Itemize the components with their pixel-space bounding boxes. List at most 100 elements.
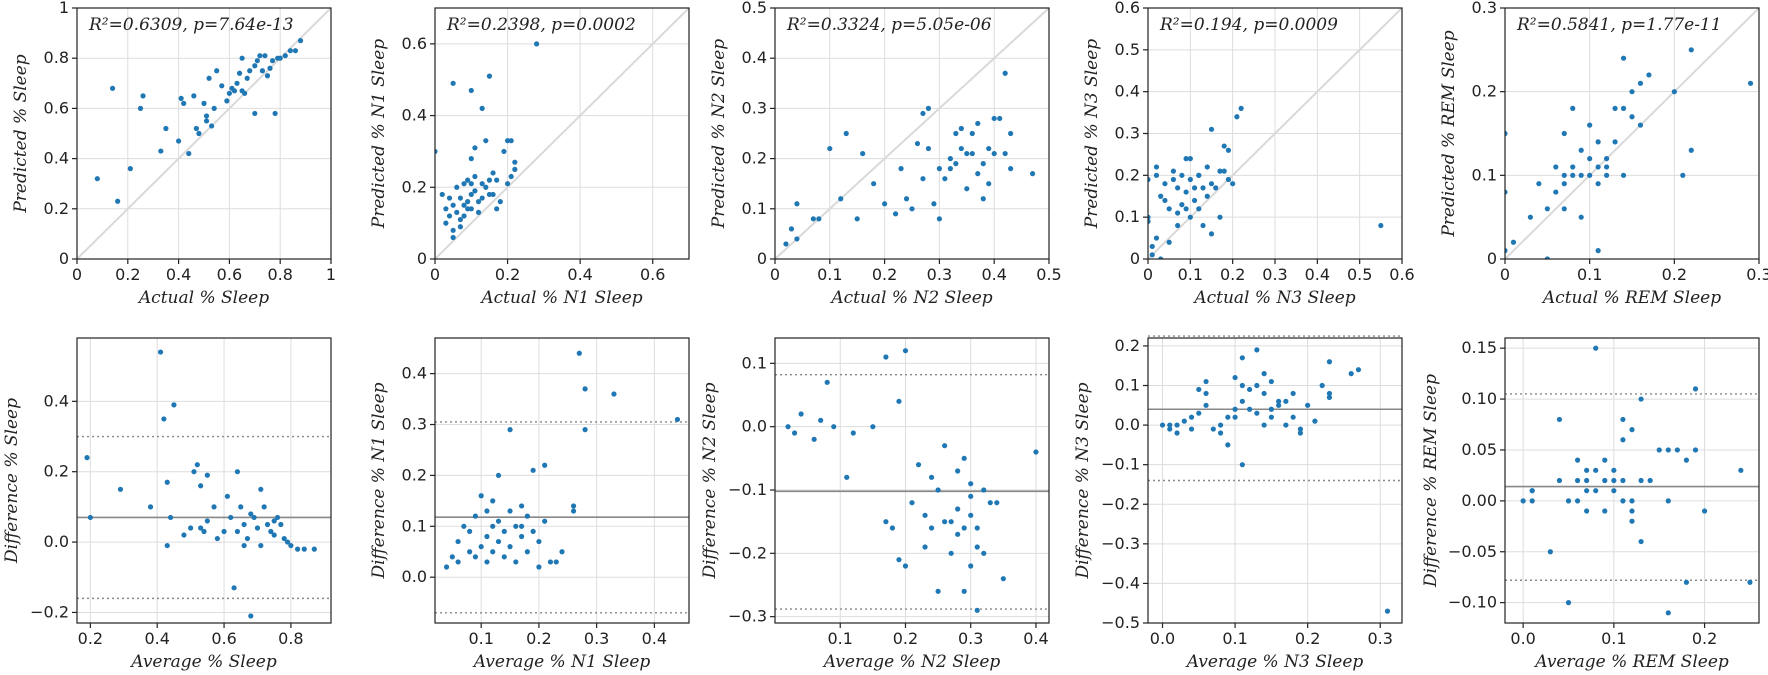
panel-3: 0 0.1 0.2 0.3 0.4 0.5 0 0.1 0.2 0.3 0.4 0.5 Actual %…: [709, 0, 1062, 308]
data-point: [271, 518, 277, 524]
data-point: [1593, 345, 1599, 351]
data-point: [1175, 210, 1181, 216]
data-point: [922, 512, 928, 518]
data-point: [495, 538, 502, 545]
data-point: [1553, 164, 1559, 170]
data-point: [513, 523, 519, 529]
data-point: [219, 83, 225, 89]
data-point: [948, 550, 954, 556]
data-point: [948, 519, 954, 525]
x-tick-label: 0.3: [927, 265, 952, 284]
data-point: [196, 130, 202, 137]
data-point: [193, 125, 199, 132]
data-point: [1234, 114, 1240, 120]
data-point: [297, 38, 304, 44]
data-point: [468, 206, 474, 212]
y-tick-label: 0.0: [44, 532, 69, 551]
data-point: [928, 525, 935, 531]
data-point: [1574, 457, 1581, 463]
data-point: [961, 455, 967, 461]
y-tick-label: 0: [417, 249, 427, 268]
data-point: [1747, 80, 1754, 86]
data-point: [258, 486, 264, 492]
data-point: [928, 474, 935, 480]
data-point: [1612, 139, 1618, 145]
y-tick-label: 0.00: [1461, 491, 1497, 510]
data-point: [198, 525, 204, 531]
data-point: [501, 528, 507, 534]
data-point: [1629, 518, 1635, 524]
data-point: [794, 236, 800, 242]
data-point: [1544, 256, 1550, 259]
data-point: [1290, 390, 1296, 397]
data-point: [942, 443, 948, 449]
data-point: [261, 504, 267, 510]
data-point: [203, 113, 210, 119]
data-point: [922, 544, 928, 550]
x-tick-label: 0.2: [115, 265, 140, 284]
y-tick-label: 0.4: [742, 48, 767, 67]
x-tick-label: 0.8: [267, 265, 292, 284]
data-point: [920, 110, 926, 117]
data-point: [991, 150, 997, 157]
data-point: [1620, 55, 1627, 61]
y-tick-label: −0.3: [1101, 534, 1140, 553]
data-point: [524, 513, 530, 519]
y-tick-label: 0.3: [742, 98, 767, 117]
data-point: [1305, 402, 1311, 408]
y-tick-label: 0.1: [742, 199, 767, 218]
data-point: [1620, 437, 1626, 443]
data-point: [1276, 402, 1282, 408]
x-tick-label: 0.2: [1220, 265, 1245, 284]
x-tick-label: 0.0: [1150, 629, 1175, 648]
data-point: [898, 166, 904, 172]
data-point: [1529, 498, 1535, 504]
data-point: [1208, 126, 1215, 132]
data-point: [1158, 256, 1164, 259]
data-point: [1595, 248, 1601, 254]
data-point: [788, 226, 795, 232]
data-point: [914, 140, 921, 147]
data-point: [1570, 105, 1576, 111]
axes-frame: [434, 7, 690, 260]
data-point: [883, 354, 889, 360]
data-point: [987, 500, 993, 506]
data-point: [961, 525, 967, 531]
data-point: [1188, 426, 1195, 432]
data-point: [518, 503, 525, 509]
data-point: [201, 100, 207, 106]
data-point: [495, 518, 502, 524]
data-point: [582, 427, 588, 433]
y-tick-label: 0.4: [1115, 82, 1140, 101]
data-point: [1565, 498, 1572, 504]
data-point: [1312, 418, 1318, 424]
x-tick-label: 0.1: [828, 629, 853, 648]
x-tick-label: 0.4: [166, 265, 191, 284]
data-point: [264, 521, 271, 528]
data-point: [974, 607, 980, 613]
data-point: [484, 559, 490, 565]
y-axis-label: Difference % N2 Sleep: [700, 382, 720, 579]
data-point: [268, 528, 274, 535]
data-point: [1008, 166, 1014, 172]
data-point: [1208, 231, 1215, 237]
data-point: [188, 525, 194, 531]
data-point: [201, 528, 207, 535]
data-point: [1510, 239, 1517, 245]
x-tick-label: 0.2: [1295, 629, 1320, 648]
x-tick-label: 0.5: [1036, 265, 1061, 284]
data-point: [783, 241, 789, 247]
data-point: [191, 93, 197, 99]
data-point: [1629, 498, 1635, 504]
data-point: [936, 216, 943, 222]
y-axis-label: Predicted % N3 Sleep: [1082, 39, 1102, 230]
data-point: [854, 216, 860, 222]
data-point: [486, 191, 493, 198]
data-point: [181, 100, 187, 106]
data-point: [1276, 398, 1282, 404]
data-point: [1574, 498, 1581, 504]
y-tick-label: 0.5: [742, 0, 767, 17]
data-point: [986, 145, 992, 152]
data-point: [176, 138, 182, 144]
